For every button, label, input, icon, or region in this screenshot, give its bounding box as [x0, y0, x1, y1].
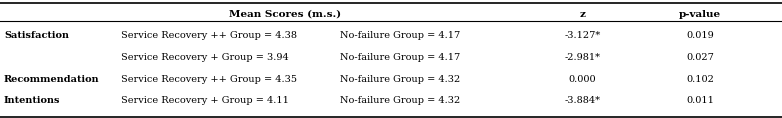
Text: No-failure Group = 4.17: No-failure Group = 4.17 — [340, 53, 461, 62]
Text: 0.019: 0.019 — [686, 31, 714, 40]
Text: p-value: p-value — [679, 10, 721, 19]
Text: 0.027: 0.027 — [686, 53, 714, 62]
Text: Service Recovery + Group = 4.11: Service Recovery + Group = 4.11 — [121, 96, 289, 105]
Text: Satisfaction: Satisfaction — [4, 31, 69, 40]
Text: Service Recovery ++ Group = 4.38: Service Recovery ++ Group = 4.38 — [121, 31, 297, 40]
Text: No-failure Group = 4.32: No-failure Group = 4.32 — [340, 75, 461, 84]
Text: Recommendation: Recommendation — [4, 75, 99, 84]
Text: Intentions: Intentions — [4, 96, 60, 105]
Text: 0.011: 0.011 — [686, 96, 714, 105]
Text: z: z — [579, 10, 586, 19]
Text: Mean Scores (m.s.): Mean Scores (m.s.) — [229, 10, 342, 19]
Text: Service Recovery + Group = 3.94: Service Recovery + Group = 3.94 — [121, 53, 289, 62]
Text: -3.127*: -3.127* — [565, 31, 601, 40]
Text: 0.000: 0.000 — [569, 75, 597, 84]
Text: No-failure Group = 4.17: No-failure Group = 4.17 — [340, 31, 461, 40]
Text: Service Recovery ++ Group = 4.35: Service Recovery ++ Group = 4.35 — [121, 75, 297, 84]
Text: -3.884*: -3.884* — [565, 96, 601, 105]
Text: -2.981*: -2.981* — [565, 53, 601, 62]
Text: 0.102: 0.102 — [686, 75, 714, 84]
Text: No-failure Group = 4.32: No-failure Group = 4.32 — [340, 96, 461, 105]
